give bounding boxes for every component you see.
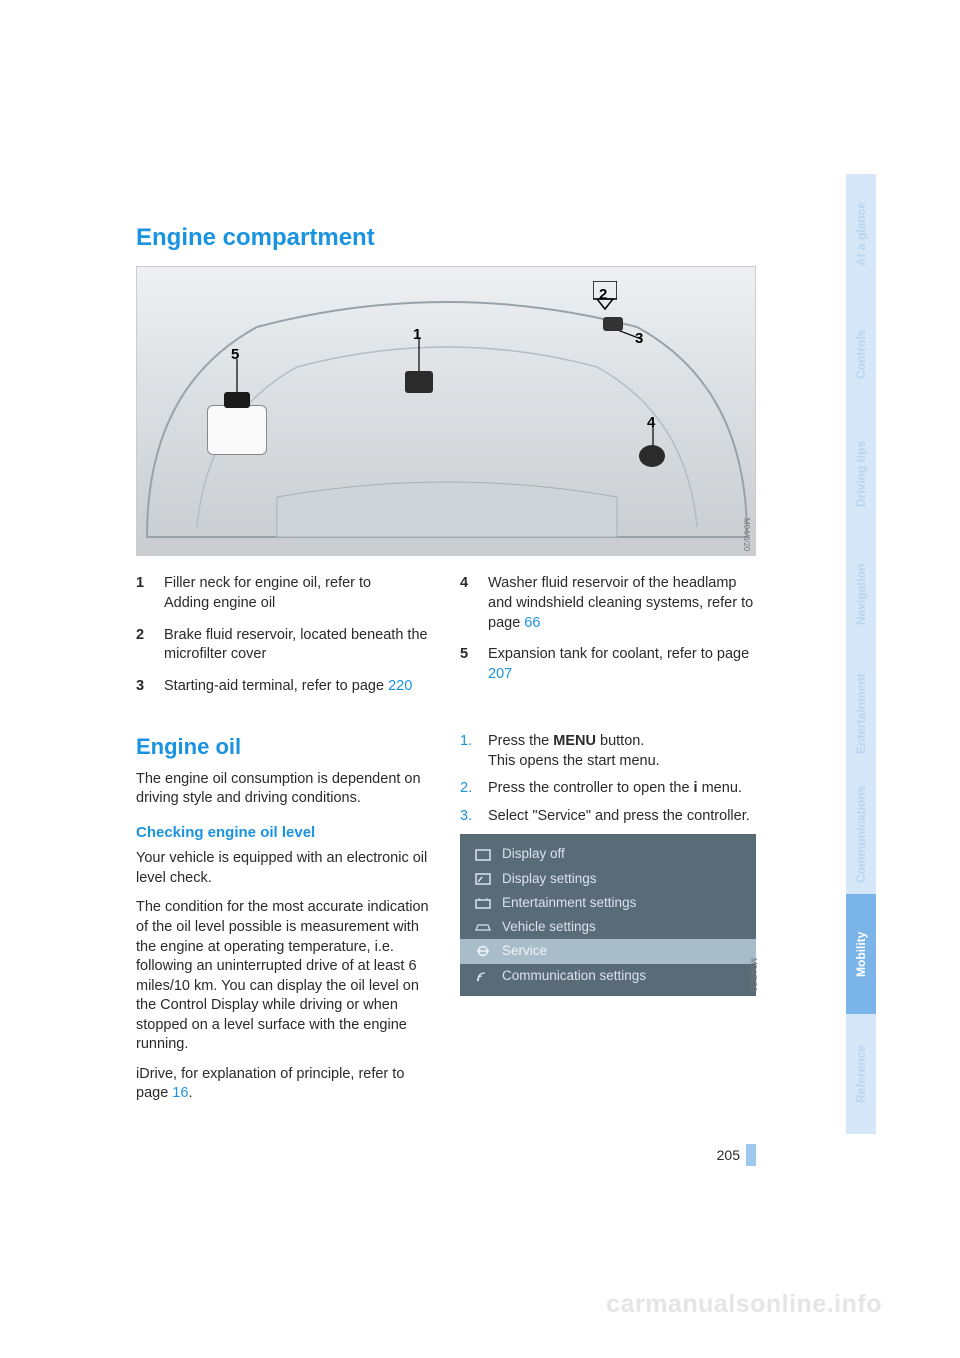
section-heading: Engine oil	[136, 732, 432, 762]
display-off-icon	[474, 848, 492, 862]
coolant-reservoir	[207, 405, 267, 455]
idrive-menu-label: Service	[502, 942, 547, 960]
idrive-menu-label: Entertainment settings	[502, 894, 636, 912]
legend-num: 3	[136, 677, 150, 697]
legend-item: 2 Brake fluid reservoir, located beneath…	[136, 626, 432, 665]
page-number: 205	[136, 1144, 756, 1166]
subsection-heading: Checking engine oil level	[136, 823, 432, 843]
communication-icon	[474, 969, 492, 983]
body-text: The engine oil consumption is dependent …	[136, 770, 432, 809]
display-settings-icon	[474, 872, 492, 886]
tab-communications[interactable]: Communications	[846, 774, 876, 894]
tab-entertainment[interactable]: Entertainment	[846, 654, 876, 774]
figure-code: M04/8/20	[740, 518, 751, 551]
page-number-bar	[746, 1144, 756, 1166]
idrive-menu-item: Vehicle settings	[460, 915, 756, 939]
legend-num: 5	[460, 645, 474, 684]
legend-item: 5 Expansion tank for coolant, refer to p…	[460, 645, 756, 684]
tab-mobility[interactable]: Mobility	[846, 894, 876, 1014]
legend-num: 4	[460, 574, 474, 633]
callout-2: 2	[599, 285, 607, 305]
idrive-menu-label: Vehicle settings	[502, 918, 596, 936]
tab-controls[interactable]: Controls	[846, 294, 876, 414]
entertainment-icon	[474, 896, 492, 910]
oil-filler-cap	[405, 371, 433, 393]
legend-num: 2	[136, 626, 150, 665]
tab-driving-tips[interactable]: Driving tips	[846, 414, 876, 534]
page-ref-link[interactable]: 220	[388, 678, 412, 694]
legend-text: Expansion tank for coolant, refer to pag…	[488, 645, 756, 684]
page-ref-link[interactable]: 66	[524, 615, 540, 631]
step-text: Press the MENU button. This opens the st…	[488, 732, 660, 771]
callout-3: 3	[635, 329, 643, 349]
page-ref-link[interactable]: 207	[488, 666, 512, 682]
idrive-menu-label: Communication settings	[502, 967, 646, 985]
callout-1: 1	[413, 325, 421, 345]
body-text: The condition for the most accurate indi…	[136, 898, 432, 1055]
legend-text: Washer fluid reservoir of the headlamp a…	[488, 574, 756, 633]
tab-navigation[interactable]: Navigation	[846, 534, 876, 654]
service-icon	[474, 944, 492, 958]
engine-oil-section: Engine oil The engine oil consumption is…	[136, 732, 756, 1114]
legend-item: 3 Starting-aid terminal, refer to page 2…	[136, 677, 432, 697]
idrive-menu-label: Display off	[502, 845, 565, 863]
page-title: Engine compartment	[136, 222, 756, 254]
idrive-menu-item: Display off	[460, 842, 756, 866]
tab-reference[interactable]: Reference	[846, 1014, 876, 1134]
callout-4: 4	[647, 413, 655, 433]
legend-text: Brake fluid reservoir, located beneath t…	[164, 626, 432, 665]
step-item: 2. Press the controller to open the i me…	[460, 779, 756, 799]
step-num: 3.	[460, 807, 474, 827]
step-text: Select "Service" and press the controlle…	[488, 807, 750, 827]
idrive-menu-item: Display settings	[460, 867, 756, 891]
body-text: Your vehicle is equipped with an electro…	[136, 849, 432, 888]
watermark-text: carmanualsonline.info	[606, 1288, 882, 1322]
legend-text: Starting-aid terminal, refer to page 220	[164, 677, 412, 697]
figure-legend: 1 Filler neck for engine oil, refer to A…	[136, 574, 756, 708]
figure-code: M04/5/20	[747, 958, 758, 991]
step-item: 3. Select "Service" and press the contro…	[460, 807, 756, 827]
idrive-menu-item: Communication settings	[460, 964, 756, 988]
idrive-menu-label: Display settings	[502, 870, 597, 888]
step-item: 1. Press the MENU button. This opens the…	[460, 732, 756, 771]
legend-item: 1 Filler neck for engine oil, refer to A…	[136, 574, 432, 613]
step-num: 1.	[460, 732, 474, 771]
idrive-menu-item: Entertainment settings	[460, 891, 756, 915]
step-num: 2.	[460, 779, 474, 799]
terminal-cap	[603, 317, 623, 331]
step-text: Press the controller to open the i menu.	[488, 779, 742, 799]
legend-num: 1	[136, 574, 150, 613]
section-tabs: At a glance Controls Driving tips Naviga…	[846, 174, 876, 1134]
page-ref-link[interactable]: 16	[172, 1085, 188, 1101]
idrive-screenshot: Display off Display settings Entertainme…	[460, 834, 756, 995]
tab-at-a-glance[interactable]: At a glance	[846, 174, 876, 294]
engine-compartment-figure: 1 2 3 4 5 M04/8/20	[136, 266, 756, 556]
idrive-menu-item-selected: Service	[460, 939, 756, 963]
legend-item: 4 Washer fluid reservoir of the headlamp…	[460, 574, 756, 633]
vehicle-icon	[474, 920, 492, 934]
body-text: iDrive, for explanation of principle, re…	[136, 1065, 432, 1104]
callout-5: 5	[231, 345, 239, 365]
legend-text: Filler neck for engine oil, refer to Add…	[164, 574, 371, 613]
